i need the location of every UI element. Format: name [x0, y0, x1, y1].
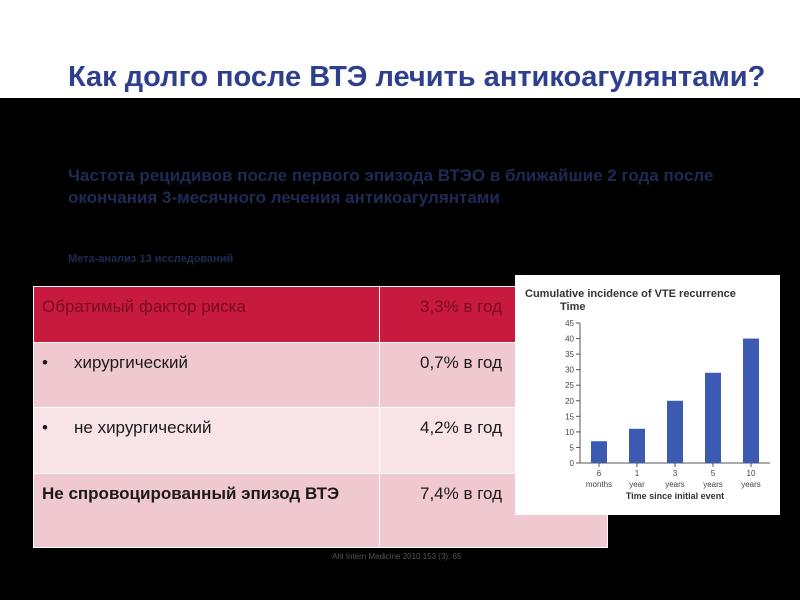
x-tick-sublabel: months [586, 480, 612, 489]
y-tick-label: 5 [570, 443, 575, 452]
y-tick-label: 10 [565, 428, 574, 437]
x-tick-sublabel: year [629, 480, 645, 489]
y-tick-label: 40 [565, 335, 574, 344]
row-label-cell: • хирургический [33, 342, 380, 408]
chart-ylabel: Time [560, 301, 585, 313]
bullet: • [42, 418, 48, 437]
y-tick-label: 15 [565, 412, 574, 421]
row-label: Обратимый фактор риска [33, 286, 380, 343]
y-tick-label: 45 [565, 319, 574, 328]
x-tick-label: 1 [635, 469, 640, 478]
chart-title: Cumulative incidence of VTE recurrence [525, 288, 736, 300]
top-band [0, 0, 800, 98]
table-row: Не спровоцированный эпизод ВТЭ 7,4% в го… [33, 473, 608, 548]
x-tick-label: 3 [673, 469, 678, 478]
recurrence-table: Обратимый фактор риска 3,3% в год • хирур… [33, 286, 608, 548]
chart-panel: Cumulative incidence of VTE recurrence Ti… [515, 275, 780, 515]
bar-chart: Cumulative incidence of VTE recurrenceTi… [525, 288, 770, 501]
x-tick-label: 6 [597, 469, 602, 478]
meta-analysis-note: Мета-анализ 13 исследований [68, 253, 234, 265]
table-row: • хирургический 0,7% в год [33, 342, 608, 408]
chart-xlabel: Time since initial event [626, 491, 724, 501]
slide-title: Как долго после ВТЭ лечить антикоагулянт… [68, 61, 766, 93]
footer-note: Ahl Intern Medicine 2010 153 (3): 65 [332, 552, 462, 561]
bar [591, 441, 607, 463]
y-tick-label: 0 [570, 459, 575, 468]
x-tick-label: 10 [747, 469, 756, 478]
y-tick-label: 20 [565, 397, 574, 406]
x-tick-sublabel: years [703, 480, 723, 489]
y-tick-label: 30 [565, 366, 574, 375]
row-label: не хирургический [74, 418, 212, 437]
x-tick-sublabel: years [665, 480, 685, 489]
y-tick-label: 35 [565, 350, 574, 359]
x-tick-sublabel: years [741, 480, 761, 489]
row-label: Не спровоцированный эпизод ВТЭ [33, 473, 380, 548]
row-label: хирургический [74, 353, 188, 372]
row-label-cell: • не хирургический [33, 407, 380, 474]
bar [705, 372, 721, 463]
bullet: • [42, 353, 48, 372]
x-tick-label: 5 [711, 469, 716, 478]
bar [667, 400, 683, 463]
bar [743, 338, 759, 463]
slide-subtitle: Частота рецидивов после первого эпизода … [68, 166, 714, 207]
y-tick-label: 25 [565, 381, 574, 390]
bar [629, 428, 645, 463]
table-row: • не хирургический 4,2% в год [33, 407, 608, 474]
